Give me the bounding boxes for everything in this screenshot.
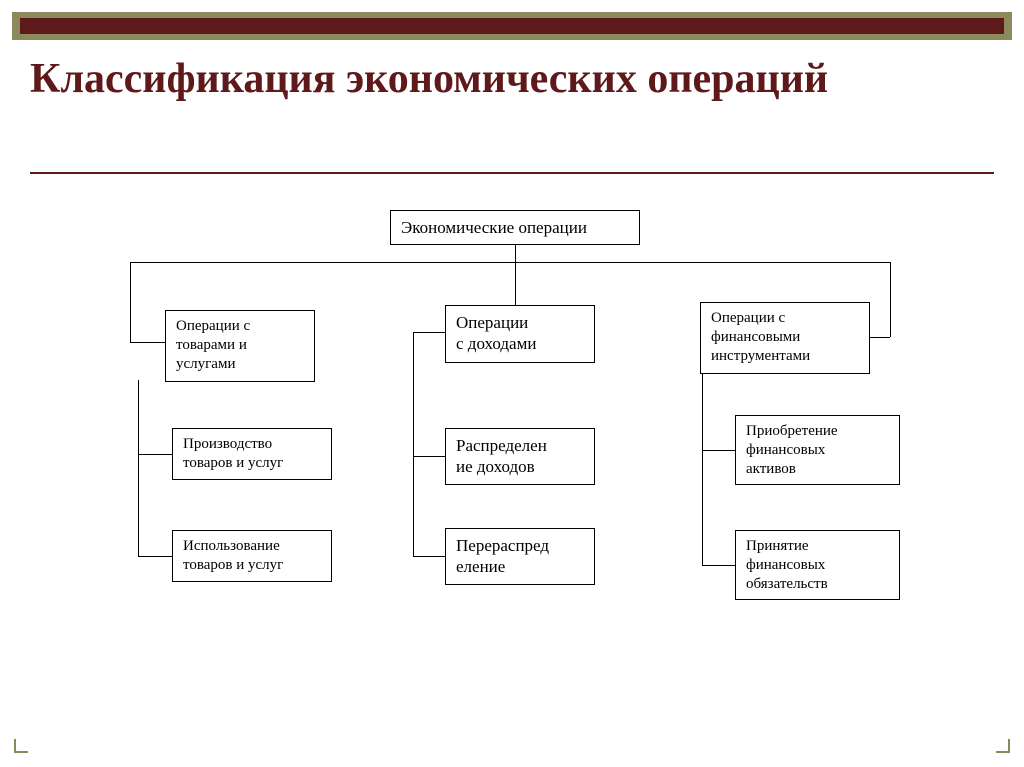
- connector-line: [413, 556, 445, 557]
- node-c2b: Перераспределение: [445, 528, 595, 585]
- title-underline: [30, 172, 994, 174]
- connector-line: [130, 262, 131, 342]
- connector-line: [515, 262, 516, 305]
- node-cat1: Операции с товарами иуслугами: [165, 310, 315, 382]
- connector-line: [413, 332, 445, 333]
- connector-line: [702, 450, 735, 451]
- node-cat3: Операции сфинансовымиинструментами: [700, 302, 870, 374]
- classification-diagram: Экономические операции Операции с товарам…: [0, 180, 1024, 740]
- node-c1b: Использованиетоваров и услуг: [172, 530, 332, 582]
- connector-line: [138, 556, 172, 557]
- connector-line: [413, 456, 445, 457]
- connector-line: [702, 372, 703, 565]
- connector-line: [130, 342, 165, 343]
- connector-line: [870, 337, 890, 338]
- top-decorative-inner: [20, 18, 1004, 34]
- node-c3a: Приобретениефинансовыхактивов: [735, 415, 900, 485]
- node-c2a: Распределение доходов: [445, 428, 595, 485]
- node-c1a: Производствотоваров и услуг: [172, 428, 332, 480]
- node-c3b: Принятиефинансовыхобязательств: [735, 530, 900, 600]
- corner-marker-bottom-left: [14, 739, 28, 753]
- slide-title: Классификация экономических операций: [30, 55, 994, 103]
- connector-line: [890, 262, 891, 337]
- node-root: Экономические операции: [390, 210, 640, 245]
- connector-line: [138, 454, 172, 455]
- node-cat2: Операциис доходами: [445, 305, 595, 363]
- connector-line: [702, 565, 735, 566]
- connector-line: [130, 262, 890, 263]
- connector-line: [138, 380, 139, 556]
- connector-line: [413, 332, 414, 556]
- corner-marker-bottom-right: [996, 739, 1010, 753]
